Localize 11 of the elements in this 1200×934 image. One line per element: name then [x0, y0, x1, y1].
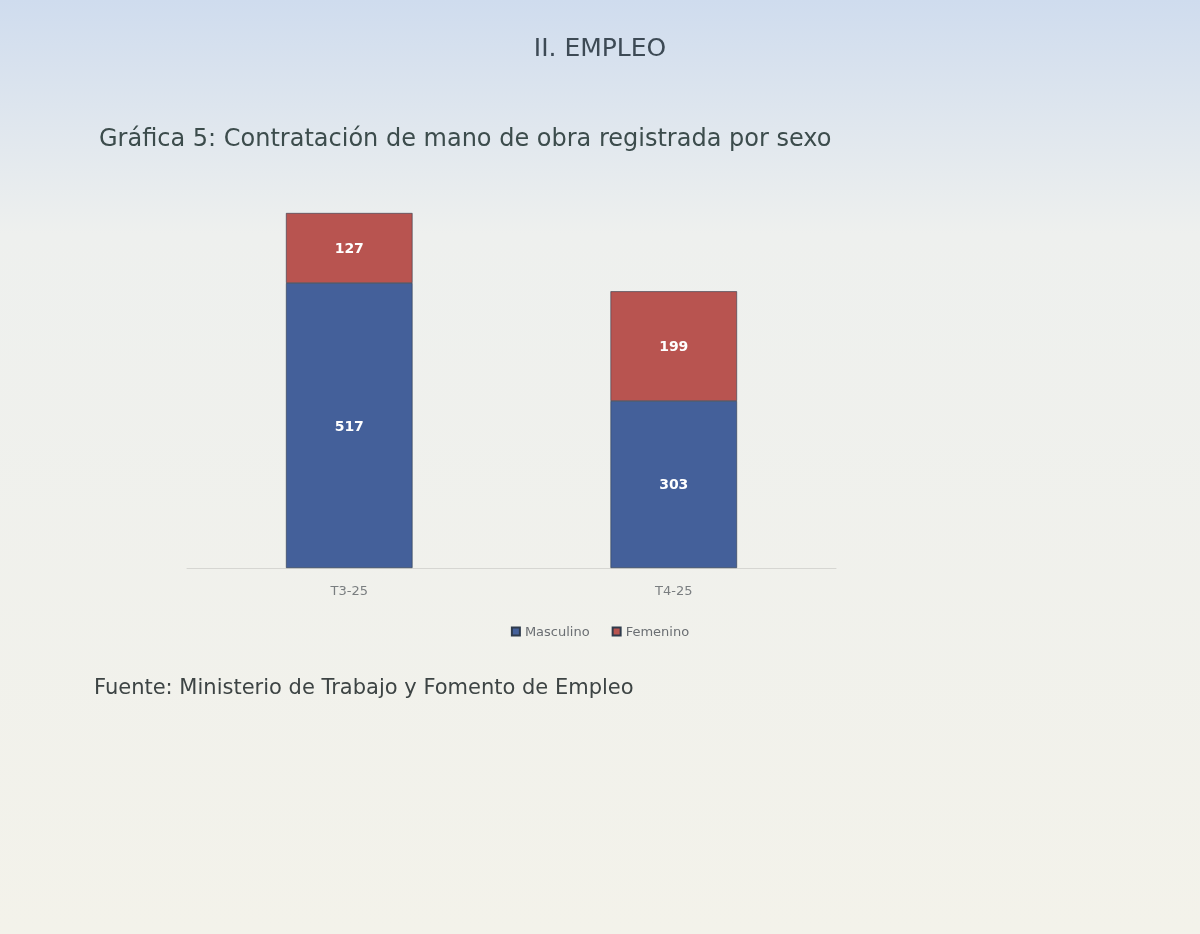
- legend-label: Femenino: [625, 624, 690, 639]
- x-tick-label: T4-25: [654, 583, 693, 598]
- data-label: 127: [334, 240, 364, 256]
- data-label: 199: [659, 338, 689, 355]
- data-label: 517: [334, 417, 364, 434]
- x-tick-label: T3-25: [329, 583, 368, 598]
- chart-title: II. EMPLEO: [533, 33, 667, 62]
- chart-subtitle: Gráfica 5: Contratación de mano de obra registrada por sexo: [99, 124, 832, 152]
- source-note: Fuente: Ministerio de Trabajo y Fomento de Empleo: [94, 674, 634, 699]
- data-label: 303: [659, 476, 689, 493]
- legend-label: Masculino: [524, 624, 590, 639]
